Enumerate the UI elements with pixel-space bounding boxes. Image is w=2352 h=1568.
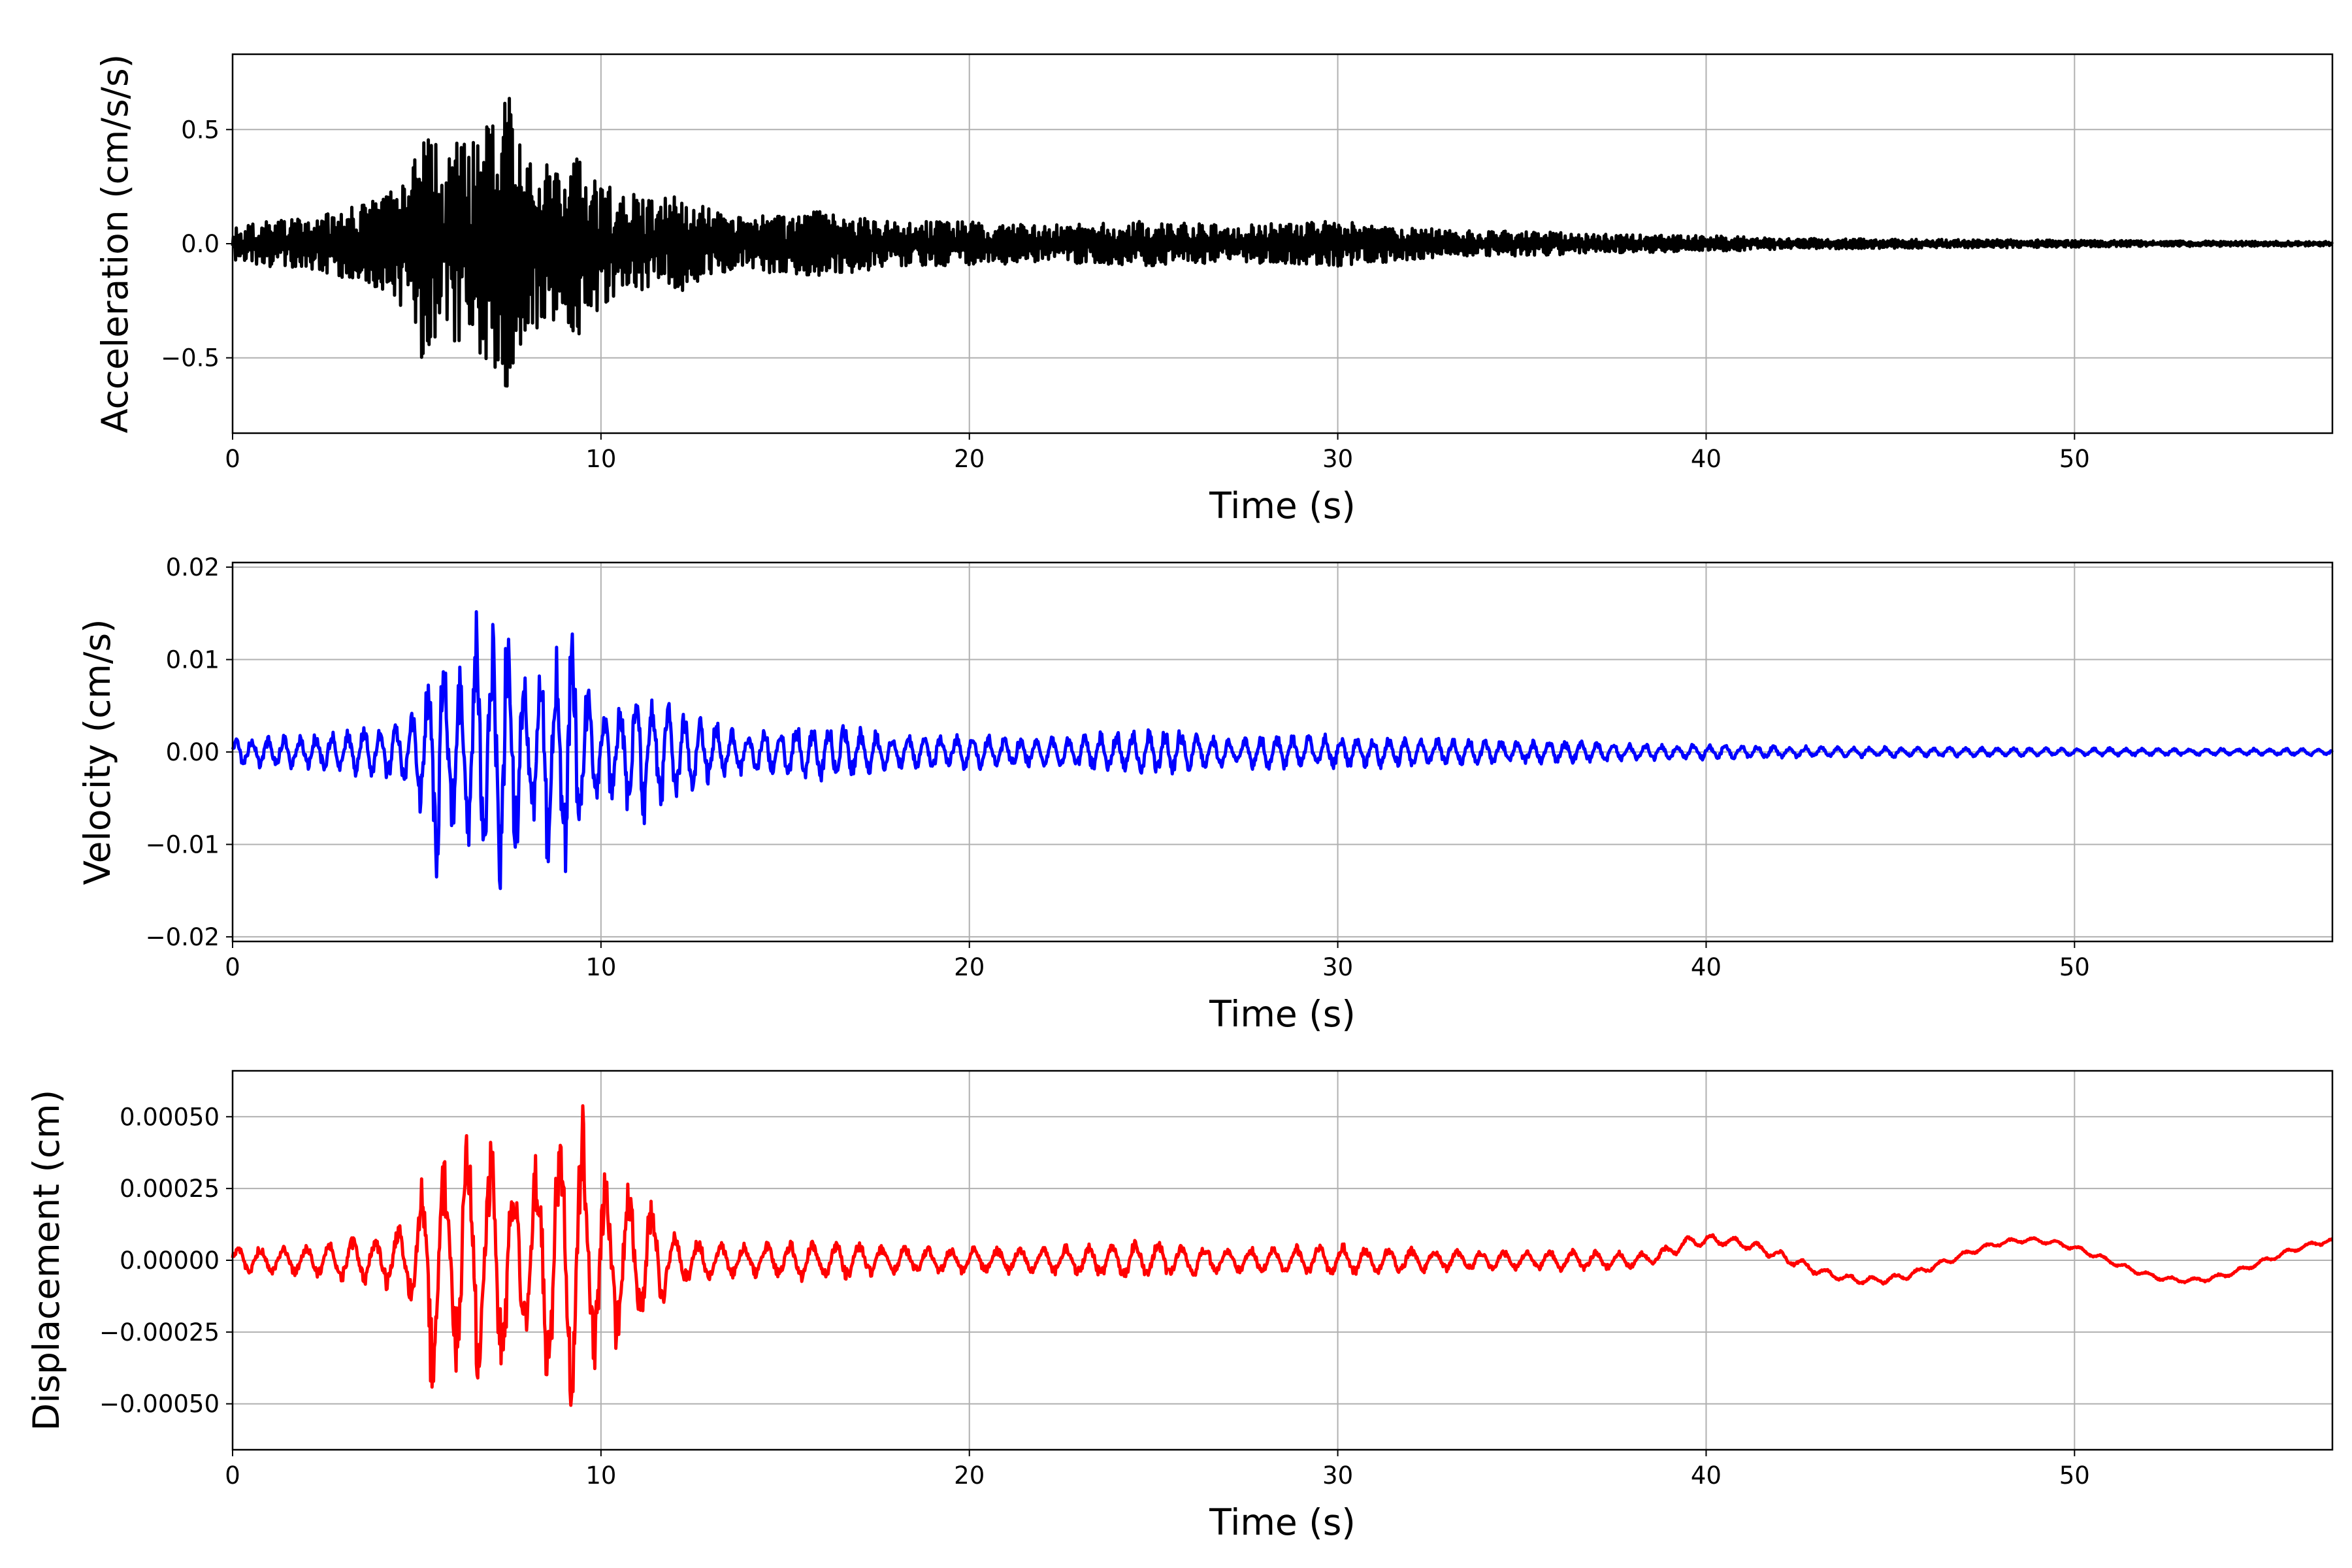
acceleration-panel: 0 10 20 30 40 50 0.5 0.0 −0.5 Time (s) Accelerat… [94, 53, 2334, 527]
x-tick-label: 20 [954, 1462, 985, 1490]
x-tick-label: 40 [1691, 1462, 1722, 1490]
x-tick-label: 20 [954, 953, 985, 981]
y-tick-label: −0.02 [146, 923, 220, 951]
acceleration-xlabel: Time (s) [1209, 485, 1356, 527]
x-tick-label: 20 [954, 445, 985, 473]
displacement-ylabel: Displacement (cm) [25, 1090, 67, 1431]
y-tick-label: 0.5 [181, 116, 220, 144]
velocity-trace [231, 610, 2334, 890]
y-tick-label: 0.00050 [120, 1103, 220, 1131]
y-tick-label: −0.00025 [99, 1318, 220, 1347]
x-tick-label: 50 [2059, 445, 2090, 473]
y-tick-label: 0.0 [181, 230, 220, 258]
displacement-xlabel: Time (s) [1209, 1501, 1356, 1543]
y-tick-label: 0.02 [166, 553, 220, 581]
y-tick-label: −0.01 [146, 830, 220, 858]
y-tick-label: 0.00025 [120, 1175, 220, 1203]
x-tick-label: 30 [1322, 953, 1353, 981]
velocity-ylabel: Velocity (cm/s) [76, 619, 118, 885]
x-tick-label: 0 [225, 445, 240, 473]
x-tick-label: 30 [1322, 445, 1353, 473]
x-tick-label: 40 [1691, 445, 1722, 473]
y-tick-label: −0.5 [161, 344, 220, 372]
x-tick-label: 0 [225, 1462, 240, 1490]
velocity-ticks: 0 10 20 30 40 50 0.02 0.01 0.00 −0.01 −0.02 [146, 553, 2090, 981]
y-tick-label: −0.00050 [99, 1390, 220, 1418]
x-tick-label: 50 [2059, 953, 2090, 981]
y-tick-label: 0.01 [166, 646, 220, 674]
x-tick-label: 30 [1322, 1462, 1353, 1490]
y-tick-label: 0.00 [166, 738, 220, 766]
x-tick-label: 50 [2059, 1462, 2090, 1490]
acceleration-trace [231, 97, 2334, 388]
displacement-ticks: 0 10 20 30 40 50 0.00050 0.00025 0.00000 −0.00025… [99, 1103, 2090, 1490]
x-tick-label: 0 [225, 953, 240, 981]
displacement-series [231, 1104, 2334, 1407]
displacement-panel: 0 10 20 30 40 50 0.00050 0.00025 0.00000 −0.00025… [25, 1070, 2334, 1543]
x-tick-label: 10 [585, 1462, 616, 1490]
velocity-xlabel: Time (s) [1209, 993, 1356, 1035]
acceleration-ylabel: Acceleration (cm/s/s) [94, 54, 136, 433]
x-tick-label: 40 [1691, 953, 1722, 981]
displacement-trace [231, 1104, 2334, 1407]
x-tick-label: 10 [585, 953, 616, 981]
acceleration-series [231, 97, 2334, 388]
y-tick-label: 0.00000 [120, 1247, 220, 1275]
acceleration-ticks: 0 10 20 30 40 50 0.5 0.0 −0.5 [161, 116, 2090, 473]
velocity-series [231, 610, 2334, 890]
x-tick-label: 10 [585, 445, 616, 473]
velocity-panel: 0 10 20 30 40 50 0.02 0.01 0.00 −0.01 −0.02 Time (… [76, 553, 2334, 1035]
